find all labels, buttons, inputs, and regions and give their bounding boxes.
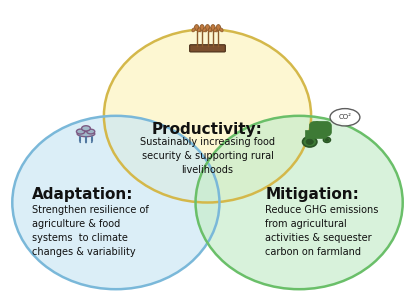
Ellipse shape [208, 28, 212, 32]
FancyBboxPatch shape [190, 45, 225, 52]
Ellipse shape [87, 129, 95, 134]
Ellipse shape [303, 137, 317, 147]
Ellipse shape [209, 28, 212, 32]
Text: Strengthen resilience of
agriculture & food
systems  to climate
changes & variab: Strengthen resilience of agriculture & f… [32, 205, 149, 257]
Ellipse shape [12, 116, 220, 289]
Ellipse shape [85, 141, 87, 143]
Text: Sustainably increasing food
security & supporting rural
livelihoods: Sustainably increasing food security & s… [140, 138, 275, 175]
Ellipse shape [211, 25, 215, 30]
Ellipse shape [195, 25, 199, 30]
FancyBboxPatch shape [310, 121, 331, 136]
Ellipse shape [77, 131, 95, 137]
Ellipse shape [205, 25, 210, 30]
Ellipse shape [198, 28, 201, 32]
Ellipse shape [306, 139, 313, 144]
Ellipse shape [323, 137, 331, 142]
Ellipse shape [197, 28, 201, 32]
Ellipse shape [76, 129, 85, 134]
Ellipse shape [82, 126, 90, 131]
Ellipse shape [325, 139, 329, 141]
FancyBboxPatch shape [305, 130, 326, 138]
Text: Reduce GHG emissions
from agricultural
activities & sequester
carbon on farmland: Reduce GHG emissions from agricultural a… [265, 205, 378, 257]
Text: CO²: CO² [339, 114, 352, 120]
Ellipse shape [91, 141, 93, 143]
Ellipse shape [200, 25, 204, 30]
Text: Mitigation:: Mitigation: [265, 187, 359, 202]
Ellipse shape [214, 28, 217, 32]
Ellipse shape [330, 109, 360, 126]
Ellipse shape [79, 141, 81, 143]
Ellipse shape [216, 25, 220, 30]
Text: Productivity:: Productivity: [152, 122, 263, 137]
Ellipse shape [214, 28, 218, 32]
Ellipse shape [203, 28, 207, 32]
Text: Adaptation:: Adaptation: [32, 187, 134, 202]
Ellipse shape [195, 116, 403, 289]
Ellipse shape [203, 28, 206, 32]
Ellipse shape [192, 28, 195, 32]
Ellipse shape [220, 28, 223, 32]
Ellipse shape [104, 29, 311, 203]
